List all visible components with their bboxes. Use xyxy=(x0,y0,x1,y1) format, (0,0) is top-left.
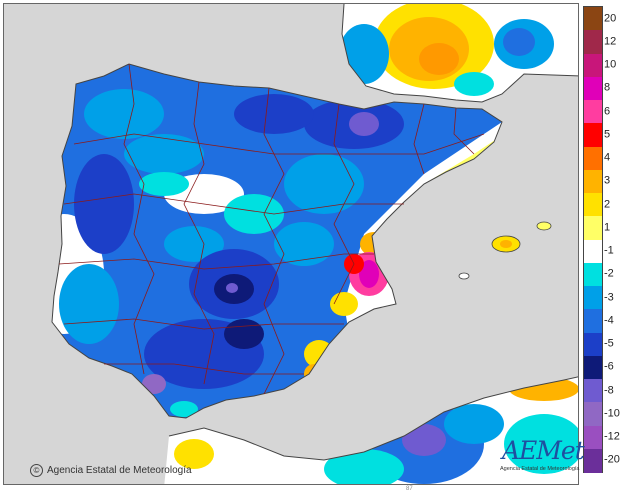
legend-label: -4 xyxy=(604,314,614,327)
legend-label: 4 xyxy=(604,151,611,164)
legend-label: 5 xyxy=(604,128,611,141)
legend-swatch xyxy=(584,53,602,78)
legend-swatch xyxy=(584,425,602,450)
legend-swatch xyxy=(584,309,602,333)
copyright-credit: © Agencia Estatal de Meteorología xyxy=(30,464,192,477)
legend-label: -20 xyxy=(604,453,620,466)
credit-text: Agencia Estatal de Meteorología xyxy=(47,465,192,476)
legend-swatch xyxy=(584,146,602,171)
map-canvas xyxy=(4,4,578,484)
legend-swatch xyxy=(584,332,602,357)
legend-label: 8 xyxy=(604,81,611,94)
legend-swatch xyxy=(584,30,602,54)
legend-swatch xyxy=(584,402,602,426)
legend-label: 3 xyxy=(604,174,611,187)
legend-swatch xyxy=(584,239,602,264)
logo-wordmark: AEMet xyxy=(502,436,585,465)
legend-swatch xyxy=(584,216,602,240)
legend-swatch xyxy=(584,355,602,380)
legend-label: 10 xyxy=(604,58,617,71)
province-borders xyxy=(58,63,485,395)
legend-label: -10 xyxy=(604,407,620,420)
france-region xyxy=(342,4,578,102)
legend-label: -5 xyxy=(604,337,614,350)
legend-swatch xyxy=(584,169,602,194)
legend-label: 2 xyxy=(604,198,611,211)
legend-swatch xyxy=(584,100,602,124)
legend-label: 12 xyxy=(604,35,617,48)
legend-swatch xyxy=(584,123,602,147)
legend-swatch xyxy=(584,76,602,101)
copyright-icon: © xyxy=(30,464,43,477)
legend-swatch xyxy=(584,379,602,403)
color-scale-legend xyxy=(583,6,603,473)
legend-label: -12 xyxy=(604,430,620,443)
logo-tagline: Agencia Estatal de Meteorología xyxy=(500,466,580,472)
legend-label: 20 xyxy=(604,12,617,25)
legend-swatch xyxy=(584,448,602,473)
legend-label: 6 xyxy=(604,105,611,118)
legend-swatch xyxy=(584,7,602,31)
legend-label: -8 xyxy=(604,384,614,397)
temperature-anomaly-map xyxy=(3,3,579,485)
legend-label: 1 xyxy=(604,221,611,234)
legend-label: -3 xyxy=(604,291,614,304)
legend-label: -6 xyxy=(604,360,614,373)
bottom-mark: 87 xyxy=(406,486,413,492)
legend-swatch xyxy=(584,262,602,287)
legend-label: -1 xyxy=(604,244,614,257)
legend-swatch xyxy=(584,286,602,310)
balearic-islands xyxy=(458,221,552,280)
legend-label: -2 xyxy=(604,267,614,280)
aemet-logo: AEMet Agencia Estatal de Meteorología xyxy=(496,436,585,480)
legend-swatch xyxy=(584,193,602,217)
